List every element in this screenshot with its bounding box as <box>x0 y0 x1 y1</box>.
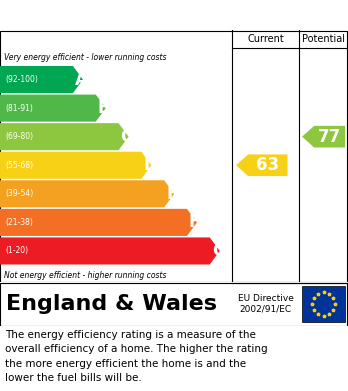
Text: F: F <box>189 213 200 231</box>
Text: England & Wales: England & Wales <box>6 294 217 314</box>
Text: Very energy efficient - lower running costs: Very energy efficient - lower running co… <box>4 52 166 61</box>
Text: (55-68): (55-68) <box>5 161 33 170</box>
Text: Energy Efficiency Rating: Energy Efficiency Rating <box>8 6 255 24</box>
Polygon shape <box>302 126 345 147</box>
Polygon shape <box>0 152 151 179</box>
Text: EU Directive
2002/91/EC: EU Directive 2002/91/EC <box>238 294 293 314</box>
Text: Not energy efficient - higher running costs: Not energy efficient - higher running co… <box>4 271 166 280</box>
Text: 77: 77 <box>318 128 341 146</box>
Polygon shape <box>0 66 83 93</box>
Text: (1-20): (1-20) <box>5 246 28 255</box>
Text: D: D <box>143 156 157 174</box>
Polygon shape <box>0 123 128 150</box>
Polygon shape <box>0 209 197 236</box>
Text: (81-91): (81-91) <box>5 104 33 113</box>
Text: (39-54): (39-54) <box>5 189 33 198</box>
Text: The energy efficiency rating is a measure of the
overall efficiency of a home. T: The energy efficiency rating is a measur… <box>5 330 268 383</box>
Text: (69-80): (69-80) <box>5 132 33 141</box>
Polygon shape <box>0 95 106 122</box>
Text: Current: Current <box>247 34 284 44</box>
Text: 63: 63 <box>256 156 279 174</box>
Text: E: E <box>166 185 177 203</box>
Text: (21-38): (21-38) <box>5 218 33 227</box>
Text: (92-100): (92-100) <box>5 75 38 84</box>
Polygon shape <box>0 237 220 264</box>
Polygon shape <box>236 154 287 176</box>
Bar <box>302 286 345 322</box>
Text: C: C <box>120 128 133 146</box>
Polygon shape <box>0 180 174 207</box>
Text: Potential: Potential <box>302 34 345 44</box>
Text: A: A <box>75 70 88 88</box>
Text: B: B <box>98 99 110 117</box>
Text: G: G <box>212 242 226 260</box>
